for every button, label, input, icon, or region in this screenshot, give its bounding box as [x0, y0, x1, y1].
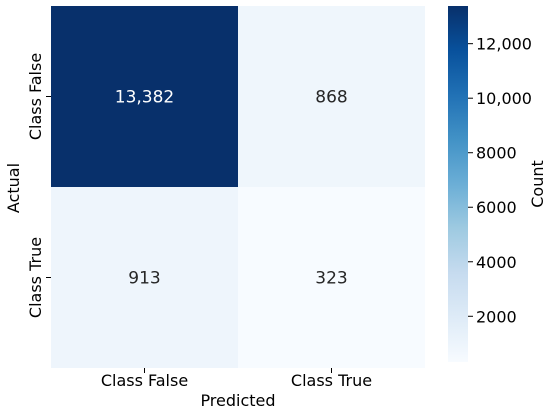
y-tick-label: Class True: [26, 237, 45, 318]
cell-value-label: 913: [128, 269, 160, 289]
cell-value-label: 868: [315, 88, 347, 108]
heatmap-cell-labels: 13,382 868 913 323: [115, 88, 348, 289]
colorbar-tick-label: 6000: [476, 198, 517, 217]
heatmap-cell: [51, 187, 238, 368]
colorbar-ticks: 2000 4000 6000 8000 10,000 12,000: [468, 35, 532, 326]
heatmap-cell: [238, 6, 425, 187]
cell-value-label: 323: [315, 269, 347, 289]
heatmap-cells: [51, 6, 425, 368]
y-axis-ticks: Class False Class True: [26, 53, 51, 318]
x-axis-ticks: Class False Class True: [101, 368, 372, 390]
y-tick-label: Class False: [26, 53, 45, 140]
cell-value-label: 13,382: [115, 88, 174, 108]
colorbar-tick-label: 8000: [476, 144, 517, 163]
heatmap-cell: [51, 6, 238, 187]
colorbar-tick-label: 12,000: [476, 35, 532, 54]
y-axis-title: Actual: [4, 163, 23, 213]
colorbar-tick-label: 10,000: [476, 89, 532, 108]
colorbar-tick-label: 4000: [476, 253, 517, 272]
x-axis-title: Predicted: [200, 391, 275, 410]
colorbar-title: Count: [528, 160, 547, 208]
colorbar: [448, 6, 468, 362]
x-tick-label: Class True: [291, 371, 372, 390]
colorbar-tick-label: 2000: [476, 307, 517, 326]
x-tick-label: Class False: [101, 371, 188, 390]
heatmap-cell: [238, 187, 425, 368]
